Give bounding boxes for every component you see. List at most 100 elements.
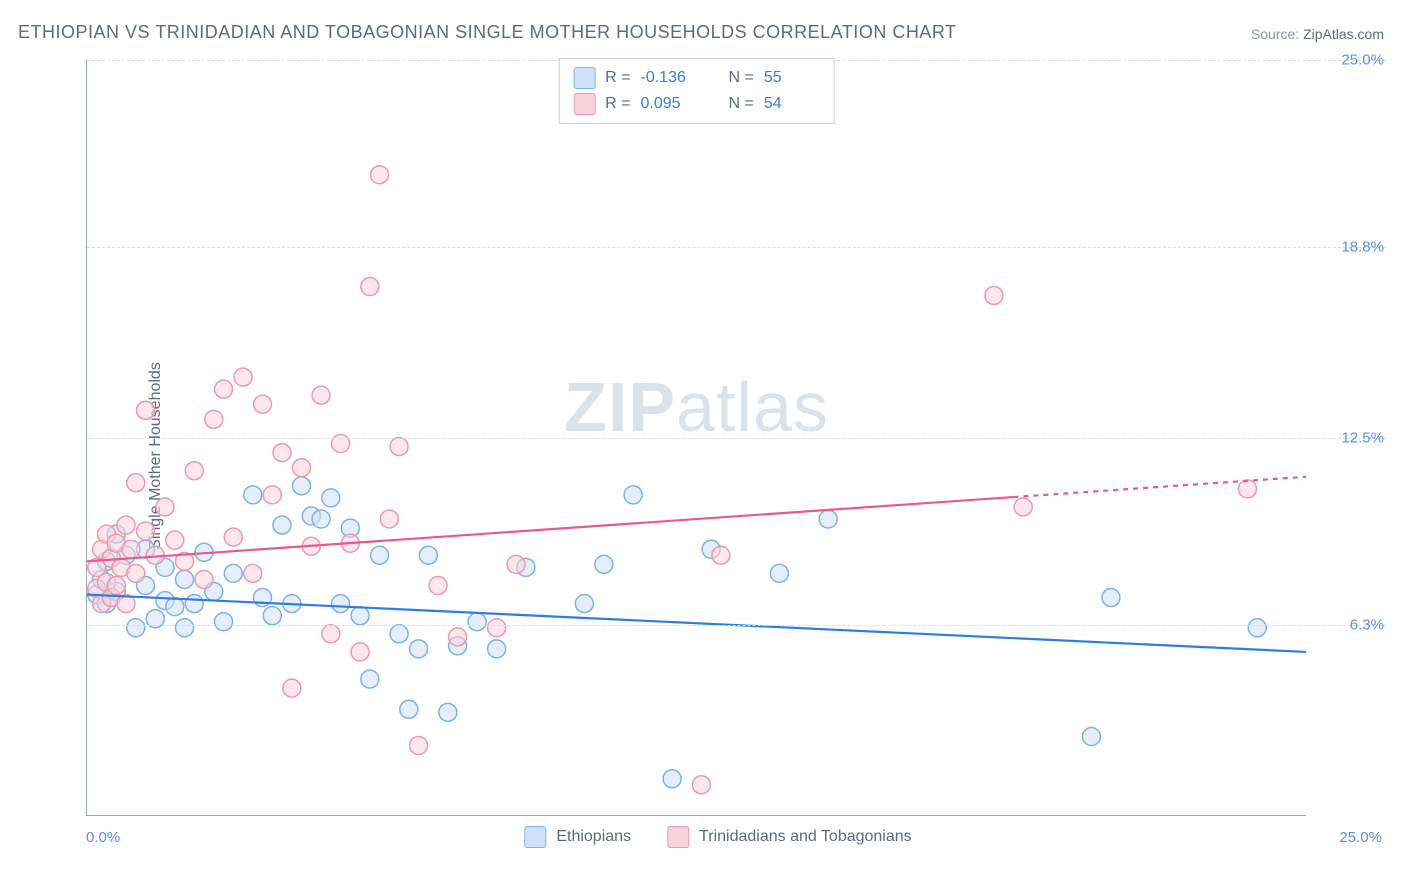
scatter-point (351, 643, 369, 661)
scatter-point (488, 619, 506, 637)
n-label-1: N = (729, 91, 754, 117)
correlation-legend: R = -0.136 N = 55 R = 0.095 N = 54 (558, 58, 835, 124)
scatter-point (312, 386, 330, 404)
scatter-point (390, 438, 408, 456)
legend-label-trinidadians: Trinidadians and Tobagonians (699, 828, 912, 846)
scatter-point (273, 516, 291, 534)
scatter-point (127, 619, 145, 637)
y-tick-label: 6.3% (1350, 616, 1384, 633)
scatter-point (361, 670, 379, 688)
scatter-point (195, 570, 213, 588)
legend-row-ethiopians: R = -0.136 N = 55 (573, 65, 820, 91)
scatter-point (449, 628, 467, 646)
scatter-point (410, 737, 428, 755)
scatter-point (322, 625, 340, 643)
chart-container: ETHIOPIAN VS TRINIDADIAN AND TOBAGONIAN … (0, 0, 1406, 892)
scatter-point (985, 287, 1003, 305)
scatter-point (712, 546, 730, 564)
scatter-point (215, 380, 233, 398)
source-value: ZipAtlas.com (1303, 26, 1384, 42)
y-tick-label: 12.5% (1341, 429, 1384, 446)
legend-row-trinidadians: R = 0.095 N = 54 (573, 91, 820, 117)
scatter-point (127, 564, 145, 582)
scatter-point (410, 640, 428, 658)
r-value-0: -0.136 (641, 65, 697, 91)
scatter-point (400, 700, 418, 718)
scatter-point (371, 166, 389, 184)
legend-swatch-trinidadians (667, 826, 689, 848)
legend-label-ethiopians: Ethiopians (556, 828, 631, 846)
n-value-1: 54 (764, 91, 820, 117)
scatter-point (312, 510, 330, 528)
legend-swatch-ethiopians (524, 826, 546, 848)
plot-region: ZIPatlas R = -0.136 N = 55 R = 0.095 N = (86, 60, 1306, 816)
scatter-point (107, 576, 125, 594)
scatter-point (185, 595, 203, 613)
scatter-point (263, 486, 281, 504)
scatter-point (429, 576, 447, 594)
scatter-point (263, 607, 281, 625)
scatter-point (361, 278, 379, 296)
scatter-point (283, 679, 301, 697)
scatter-point (166, 598, 184, 616)
scatter-point (176, 570, 194, 588)
swatch-ethiopians (573, 67, 595, 89)
scatter-point (332, 595, 350, 613)
scatter-point (390, 625, 408, 643)
grid-line (87, 438, 1386, 439)
n-value-0: 55 (764, 65, 820, 91)
scatter-point (380, 510, 398, 528)
y-tick-label: 18.8% (1341, 239, 1384, 256)
source-label: Source: (1251, 26, 1303, 42)
scatter-point (273, 444, 291, 462)
scatter-point (1014, 498, 1032, 516)
scatter-point (117, 516, 135, 534)
scatter-point (1248, 619, 1266, 637)
scatter-point (205, 410, 223, 428)
scatter-point (166, 531, 184, 549)
n-label-0: N = (729, 65, 754, 91)
trend-line-extrapolated (1013, 477, 1306, 497)
scatter-point (663, 770, 681, 788)
grid-line (87, 247, 1386, 248)
scatter-point (351, 607, 369, 625)
scatter-point (692, 776, 710, 794)
trend-line (87, 497, 1013, 561)
legend-item-trinidadians: Trinidadians and Tobagonians (667, 826, 912, 848)
scatter-point (468, 613, 486, 631)
r-value-1: 0.095 (641, 91, 697, 117)
scatter-point (122, 540, 140, 558)
scatter-point (439, 703, 457, 721)
source-attribution: Source: ZipAtlas.com (1251, 26, 1384, 42)
scatter-point (176, 619, 194, 637)
grid-line (87, 625, 1386, 626)
scatter-point (819, 510, 837, 528)
scatter-point (137, 401, 155, 419)
scatter-point (293, 459, 311, 477)
scatter-point (1082, 727, 1100, 745)
scatter-point (137, 522, 155, 540)
chart-title: ETHIOPIAN VS TRINIDADIAN AND TOBAGONIAN … (18, 22, 957, 43)
scatter-point (215, 613, 233, 631)
chart-area: Single Mother Households ZIPatlas R = -0… (50, 60, 1386, 852)
scatter-point (419, 546, 437, 564)
x-tick-max: 25.0% (1339, 829, 1382, 846)
scatter-point (224, 564, 242, 582)
legend-item-ethiopians: Ethiopians (524, 826, 631, 848)
scatter-point (488, 640, 506, 658)
series-legend: Ethiopians Trinidadians and Tobagonians (524, 826, 911, 848)
scatter-point (322, 489, 340, 507)
scatter-point (595, 555, 613, 573)
x-tick-min: 0.0% (86, 829, 120, 846)
scatter-point (1238, 480, 1256, 498)
scatter-point (293, 477, 311, 495)
scatter-point (224, 528, 242, 546)
scatter-point (234, 368, 252, 386)
scatter-point (244, 564, 262, 582)
scatter-point (770, 564, 788, 582)
scatter-point (127, 474, 145, 492)
scatter-point (156, 498, 174, 516)
scatter-point (371, 546, 389, 564)
scatter-point (624, 486, 642, 504)
r-label-1: R = (605, 91, 630, 117)
